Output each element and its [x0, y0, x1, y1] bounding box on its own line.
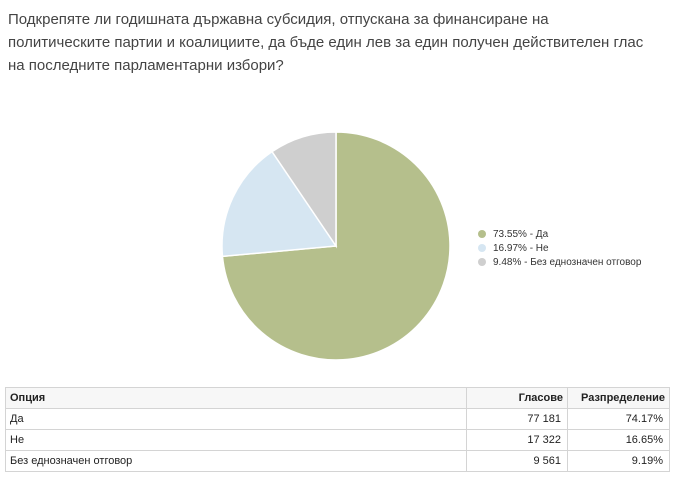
row-votes: 77 181 [466, 408, 568, 430]
legend-swatch-undecided [478, 258, 486, 266]
table-row: Не 17 322 16.65% [5, 429, 670, 451]
pie-slice-no [221, 150, 338, 258]
header-option: Опция [5, 387, 467, 409]
table-row: Без еднозначен отговор 9 561 9.19% [5, 450, 670, 472]
row-option: Да [5, 408, 467, 430]
legend-label-yes: 73.55% - Да [493, 228, 549, 240]
pie-slice-undecided [270, 131, 337, 249]
legend-swatch-yes [478, 230, 486, 238]
header-votes: Гласове [466, 387, 568, 409]
legend-label-no: 16.97% - Не [493, 242, 549, 254]
row-share: 16.65% [567, 429, 670, 451]
legend-item-yes: 73.55% - Да [478, 227, 641, 241]
results-table: Опция Гласове Разпределение Да 77 181 74… [5, 387, 670, 472]
row-share: 74.17% [567, 408, 670, 430]
pie-chart [221, 131, 451, 361]
row-option: Без еднозначен отговор [5, 450, 467, 472]
row-votes: 9 561 [466, 450, 568, 472]
header-share: Разпределение [567, 387, 670, 409]
legend-label-undecided: 9.48% - Без еднозначен отговор [493, 256, 642, 268]
poll-question: Подкрепяте ли годишната държавна субсиди… [8, 11, 644, 74]
chart-legend: 73.55% - Да 16.97% - Не 9.48% - Без едно… [478, 227, 641, 269]
table-header-row: Опция Гласове Разпределение [5, 387, 670, 409]
legend-item-no: 16.97% - Не [478, 241, 641, 255]
row-votes: 17 322 [466, 429, 568, 451]
legend-item-undecided: 9.48% - Без еднозначен отговор [478, 255, 641, 269]
row-option: Не [5, 429, 467, 451]
table-row: Да 77 181 74.17% [5, 408, 670, 430]
legend-swatch-no [478, 244, 486, 252]
row-share: 9.19% [567, 450, 670, 472]
